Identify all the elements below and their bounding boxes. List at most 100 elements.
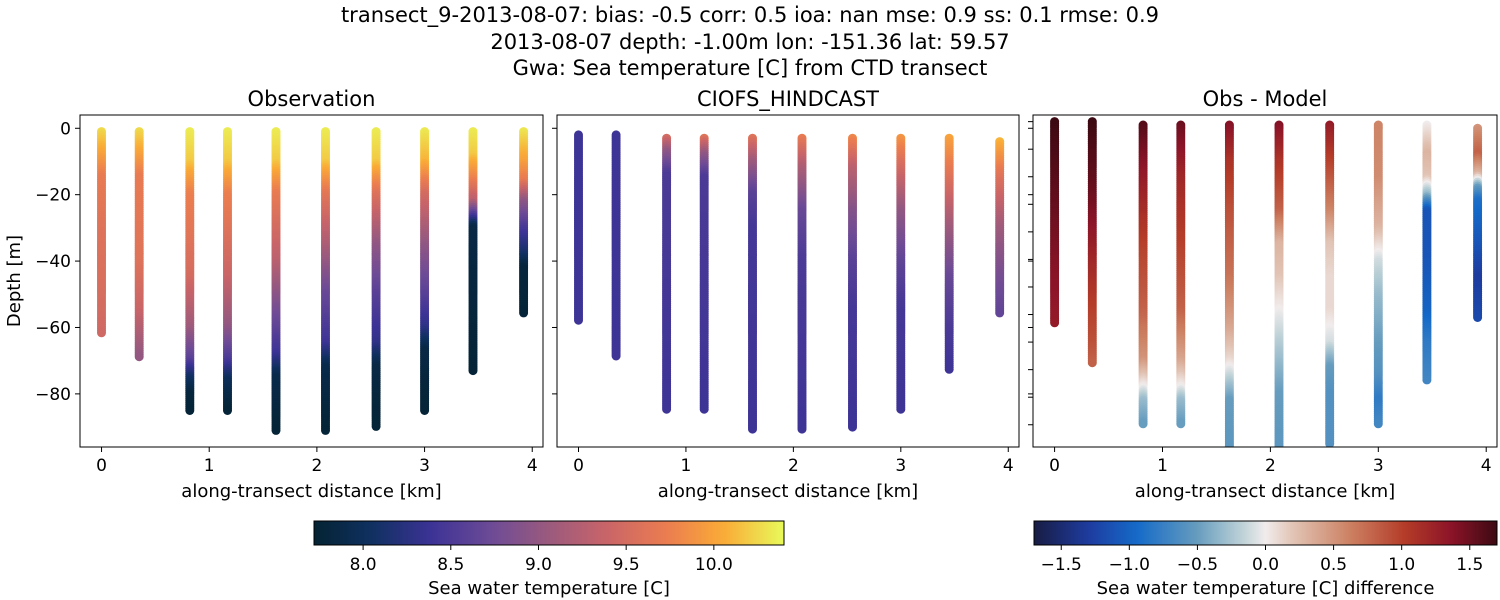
- colorbar-gradient: [1033, 520, 1498, 546]
- data-point: [748, 424, 757, 434]
- panel-2: 0 1 2 3 4 Obs - Model along-transect distance …: [1028, 87, 1498, 502]
- cast-1: [1087, 117, 1097, 368]
- x-tick-label: 4: [527, 456, 538, 476]
- cast-9: [1473, 123, 1483, 322]
- data-point: [1138, 419, 1148, 429]
- colorbar-tick-label: 10.0: [695, 555, 733, 575]
- x-axis-label: along-transect distance [km]: [658, 481, 918, 502]
- cast-2: [1138, 120, 1148, 429]
- cast-6: [848, 133, 857, 432]
- panel-0: 0 1 2 3 4 0 −20 −40 −60 −80 Observation along-trans…: [4, 87, 544, 502]
- x-axis-label: along-transect distance [km]: [1135, 481, 1395, 502]
- axes-frame: [556, 114, 1020, 448]
- colorbar-label: Sea water temperature [C] difference: [1097, 578, 1435, 599]
- x-tick-label: 0: [96, 456, 107, 476]
- data-point: [1473, 313, 1483, 322]
- x-tick-label: 2: [311, 456, 322, 476]
- data-point: [1274, 441, 1284, 447]
- cast-8: [1422, 120, 1432, 385]
- figure-title-line-2: 2013-08-07 depth: -1.00m lon: -151.36 la…: [490, 30, 1010, 54]
- x-tick-label: 1: [681, 456, 692, 476]
- colorbar-tick-label: 0.5: [1320, 555, 1347, 575]
- axes-frame: [79, 114, 544, 448]
- cast-3: [1176, 120, 1186, 429]
- cast-3: [223, 127, 232, 415]
- scatter-points: [1050, 117, 1483, 447]
- cast-4: [1224, 120, 1234, 447]
- data-point: [944, 364, 954, 374]
- data-point: [97, 328, 106, 338]
- panel-title: Obs - Model: [1203, 87, 1328, 111]
- colorbar-label: Sea water temperature [C]: [428, 578, 670, 599]
- colorbar-0: 8.0 8.5 9.0 9.5 10.0 Sea water temperature [C…: [313, 520, 785, 599]
- y-tick-label: −80: [35, 385, 71, 405]
- data-point: [1373, 419, 1383, 429]
- cast-7: [1373, 120, 1383, 429]
- data-point: [519, 308, 529, 318]
- x-tick-label: 4: [1481, 456, 1492, 476]
- data-point: [134, 352, 144, 362]
- data-point: [896, 404, 906, 414]
- cast-6: [371, 127, 381, 431]
- data-point: [321, 425, 330, 435]
- cast-9: [995, 137, 1005, 318]
- y-tick-label: −40: [35, 252, 71, 272]
- scatter-points: [574, 130, 1005, 434]
- data-point: [1224, 441, 1234, 447]
- colorbar-tick-label: 9.0: [525, 555, 552, 575]
- data-point: [662, 404, 672, 414]
- colorbar-tick-label: 1.5: [1456, 555, 1483, 575]
- x-tick-label: 2: [788, 456, 799, 476]
- colorbar-tick-label: 1.0: [1388, 555, 1415, 575]
- panel-title: CIOFS_HINDCAST: [697, 87, 879, 112]
- data-point: [611, 351, 621, 361]
- cast-4: [748, 133, 757, 434]
- y-axis-label: Depth [m]: [4, 235, 25, 327]
- panel-title: Observation: [248, 87, 376, 111]
- cast-0: [97, 127, 106, 338]
- data-point: [1325, 439, 1335, 447]
- cast-2: [185, 127, 195, 415]
- data-point: [1050, 318, 1060, 328]
- data-point: [223, 406, 232, 415]
- x-tick-label: 1: [204, 456, 215, 476]
- figure-title-line-1: transect_9-2013-08-07: bias: -0.5 corr: …: [340, 3, 1160, 27]
- data-point: [1087, 358, 1097, 368]
- data-point: [420, 406, 430, 415]
- cast-2: [662, 133, 672, 414]
- data-point: [574, 315, 583, 325]
- data-point: [848, 422, 857, 432]
- cast-3: [699, 133, 709, 414]
- y-tick-label: 0: [60, 119, 71, 139]
- scatter-points: [97, 127, 529, 435]
- colorbar-tick-label: 9.5: [613, 555, 640, 575]
- cast-8: [944, 133, 954, 374]
- colorbar-tick-label: −1.5: [1041, 555, 1082, 575]
- x-tick-label: 1: [1157, 456, 1168, 476]
- data-point: [371, 421, 381, 431]
- data-point: [1176, 419, 1186, 429]
- cast-6: [1325, 120, 1335, 447]
- y-tick-label: −60: [35, 318, 71, 338]
- x-tick-label: 3: [419, 456, 430, 476]
- x-tick-label: 0: [573, 456, 584, 476]
- x-tick-label: 4: [1003, 456, 1014, 476]
- x-tick-label: 2: [1265, 456, 1276, 476]
- data-point: [1422, 375, 1432, 385]
- data-point: [185, 406, 195, 415]
- cast-7: [896, 133, 906, 414]
- cast-5: [1274, 120, 1284, 447]
- colorbar-1: −1.5 −1.0 −0.5 0.0 0.5 1.0 1.5 Sea water temper…: [1033, 520, 1498, 599]
- y-tick-label: −20: [35, 186, 71, 206]
- data-point: [271, 425, 281, 435]
- data-point: [995, 308, 1005, 318]
- x-tick-label: 0: [1049, 456, 1060, 476]
- axes-frame: [1032, 114, 1498, 448]
- cast-8: [468, 127, 478, 376]
- x-tick-label: 3: [1373, 456, 1384, 476]
- data-point: [699, 404, 709, 414]
- cast-0: [574, 130, 583, 325]
- cast-1: [134, 127, 144, 362]
- cast-0: [1050, 117, 1060, 328]
